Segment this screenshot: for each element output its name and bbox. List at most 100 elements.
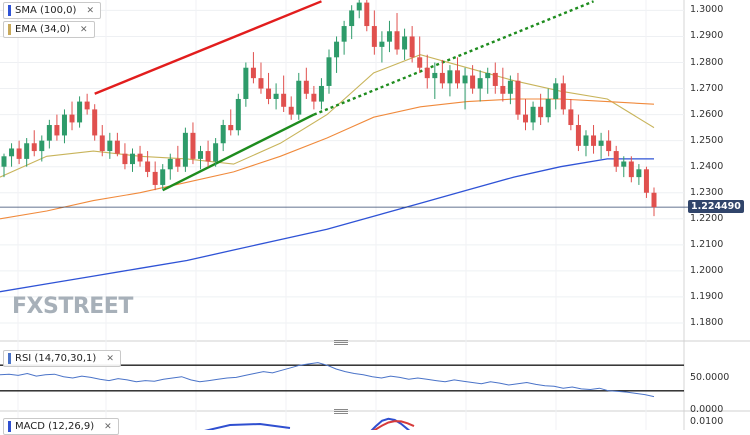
candle — [137, 153, 143, 162]
candle — [364, 2, 370, 27]
candle — [402, 36, 408, 50]
candle — [356, 2, 362, 11]
resistance-trendline — [94, 0, 322, 95]
rsi-legend[interactable]: RSI (14,70,30,1) ✕ — [3, 350, 121, 367]
candle — [371, 26, 377, 47]
candle — [213, 143, 219, 162]
y-tick-label: 1.2100 — [690, 238, 724, 250]
candle — [296, 80, 302, 115]
macd-line — [204, 422, 291, 430]
support-trendline — [313, 0, 594, 116]
candle — [288, 106, 294, 115]
ema-legend[interactable]: EMA (34,0) ✕ — [3, 21, 95, 38]
y-tick-label: 1.1900 — [690, 290, 724, 302]
candle — [152, 171, 158, 185]
candle — [523, 114, 529, 123]
candle — [515, 80, 521, 115]
candle — [182, 132, 188, 167]
candle — [122, 153, 128, 165]
candle — [258, 78, 264, 89]
candle — [334, 41, 340, 58]
candle — [235, 98, 241, 131]
candle — [477, 78, 483, 89]
candle — [326, 57, 332, 86]
sma-line — [0, 158, 654, 293]
y-tick-label: 1.2900 — [690, 30, 724, 42]
candle — [454, 70, 460, 84]
candle — [643, 169, 649, 193]
macd-legend[interactable]: MACD (12,26,9) ✕ — [3, 418, 119, 435]
close-icon[interactable]: ✕ — [80, 24, 88, 35]
candle — [636, 169, 642, 178]
candle — [439, 72, 445, 84]
y-tick-label: 1.2200 — [690, 212, 724, 224]
rsi-line — [0, 362, 655, 398]
candle — [46, 125, 52, 141]
candle — [175, 158, 181, 167]
candle — [598, 140, 604, 146]
candle — [24, 143, 30, 159]
pane-resize-handle[interactable] — [334, 409, 348, 414]
ema-legend-label: EMA (34,0) — [15, 24, 71, 35]
candle — [545, 98, 551, 118]
candle — [591, 135, 597, 146]
y-tick-label: 1.2700 — [690, 82, 724, 94]
candle — [462, 75, 468, 84]
candle — [69, 114, 75, 123]
candle — [198, 151, 204, 159]
y-tick-label: 1.2400 — [690, 160, 724, 172]
candle — [409, 36, 415, 58]
candle — [447, 70, 453, 84]
candle — [92, 109, 98, 136]
candle — [417, 57, 423, 68]
sma-legend-label: SMA (100,0) — [15, 5, 77, 16]
candle — [190, 132, 196, 159]
close-icon[interactable]: ✕ — [86, 5, 94, 16]
candle — [84, 101, 90, 110]
candle — [228, 125, 234, 131]
candle — [492, 72, 498, 86]
sma-legend[interactable]: SMA (100,0) ✕ — [3, 2, 101, 19]
candle — [114, 140, 120, 154]
candle — [432, 72, 438, 79]
fxstreet-logo: FXSTREET — [12, 294, 133, 319]
candle — [621, 161, 627, 167]
candle — [54, 125, 60, 136]
close-icon[interactable]: ✕ — [104, 421, 112, 432]
candle — [107, 140, 113, 152]
candle — [613, 151, 619, 167]
candle — [318, 85, 324, 102]
candle — [77, 101, 83, 123]
candle — [485, 72, 491, 79]
y-tick-label: 1.2000 — [690, 264, 724, 276]
close-icon[interactable]: ✕ — [106, 353, 114, 364]
candle — [205, 151, 211, 162]
candle — [530, 106, 536, 123]
candle — [31, 143, 37, 152]
candle — [628, 161, 634, 178]
candle — [507, 80, 513, 94]
candle — [16, 148, 22, 159]
candle — [145, 161, 151, 172]
candle — [349, 10, 355, 27]
candle — [9, 148, 15, 157]
candle — [129, 153, 135, 165]
candle — [379, 41, 385, 47]
candle — [568, 109, 574, 126]
candle — [303, 80, 309, 94]
signal-line — [372, 420, 415, 430]
candle — [160, 169, 166, 185]
candle — [167, 158, 173, 170]
ema-long-line — [0, 98, 655, 220]
current-price-label: 1.224490 — [688, 200, 744, 213]
pane-resize-handle[interactable] — [334, 340, 348, 345]
candle — [61, 114, 67, 136]
candle — [583, 135, 589, 146]
candle — [1, 156, 7, 167]
y-tick-label: 1.1800 — [690, 316, 724, 328]
candle — [394, 31, 400, 50]
candle — [575, 125, 581, 146]
ema-swatch — [8, 24, 11, 35]
y-tick-label: 1.3000 — [690, 4, 724, 16]
